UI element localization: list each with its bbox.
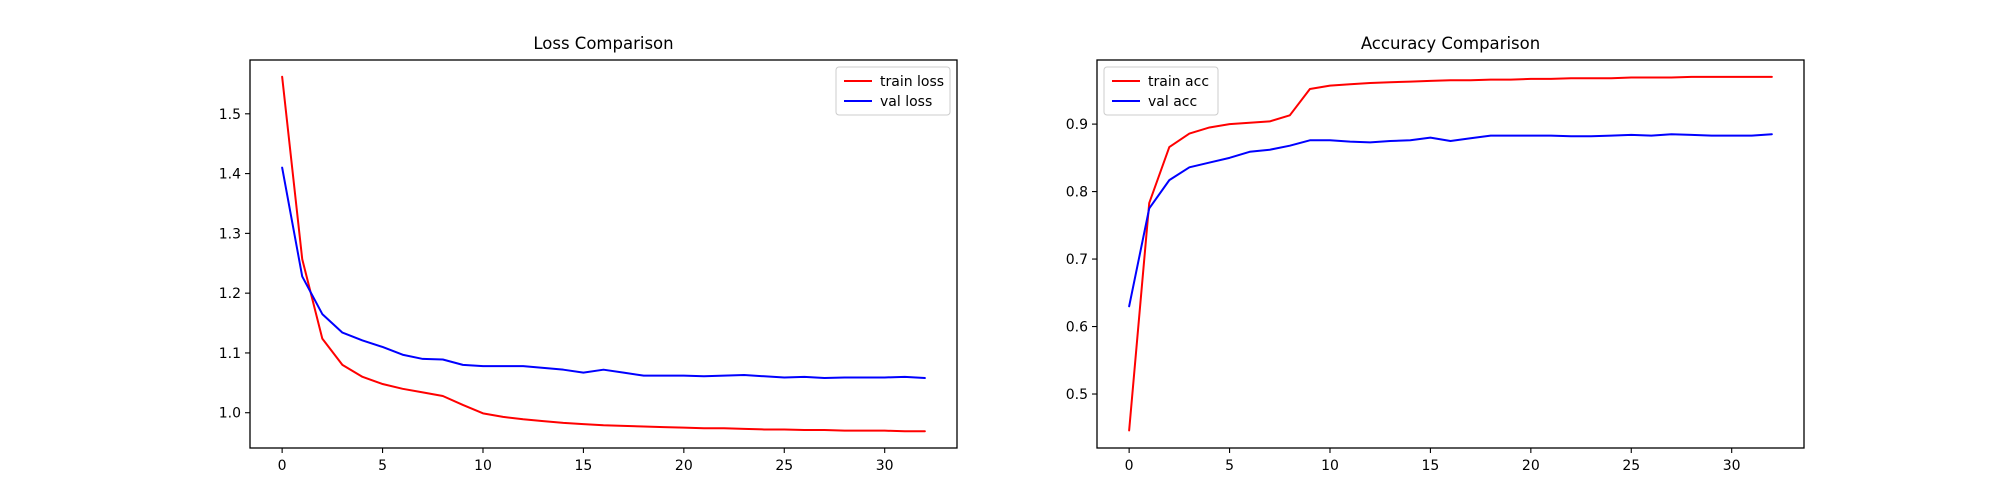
loss-y-tick-label: 1.5 [219,107,241,123]
loss-chart-title: Loss Comparison [533,34,673,53]
accuracy-legend-label-val-acc: val acc [1148,94,1197,110]
loss-series-val-loss [281,166,926,380]
loss-plot-area [249,59,958,449]
accuracy-y-tick-label: 0.7 [1066,252,1088,268]
accuracy-legend-label-train-acc: train acc [1148,74,1209,90]
accuracy-x-tick-label: 5 [1225,458,1234,474]
loss-y-tick-label: 1.0 [219,406,241,422]
accuracy-x-tick-label: 10 [1321,458,1339,474]
loss-series-train-loss [281,75,926,433]
accuracy-plot-area [1096,59,1805,449]
accuracy-x-tick-label: 0 [1125,458,1134,474]
loss-y-tick-label: 1.2 [219,286,241,302]
loss-chart-panel: Loss Comparison 0 5 10 15 20 25 30 1.0 1.1 1.2 1.3 1… [219,34,958,474]
accuracy-legend-box [1103,66,1219,116]
loss-legend-box [835,66,951,116]
accuracy-chart-title: Accuracy Comparison [1361,34,1540,53]
loss-y-tick-label: 1.1 [219,346,241,362]
loss-x-tick-label: 25 [775,458,793,474]
accuracy-chart-panel: Accuracy Comparison 0 5 10 15 20 25 30 0.5 0.6 0.7… [1066,34,1805,474]
loss-x-tick-label: 15 [575,458,593,474]
accuracy-legend: train acc val acc [1103,66,1219,116]
loss-y-tick-label: 1.4 [219,167,241,183]
accuracy-x-tick-label: 25 [1622,458,1640,474]
loss-x-tick-label: 20 [675,458,693,474]
loss-x-tick-label: 0 [278,458,287,474]
loss-legend-label-val-loss: val loss [880,94,932,110]
accuracy-x-tick-label: 30 [1723,458,1741,474]
loss-x-tick-label: 10 [474,458,492,474]
accuracy-x-tick-label: 15 [1422,458,1440,474]
accuracy-series-val-acc [1128,133,1773,308]
accuracy-series-train-acc [1128,75,1773,432]
loss-legend-label-train-loss: train loss [880,74,944,90]
loss-legend: train loss val loss [835,66,951,116]
accuracy-y-tick-label: 0.8 [1066,185,1088,201]
loss-x-tick-label: 30 [876,458,894,474]
accuracy-x-tick-label: 20 [1522,458,1540,474]
loss-x-tick-label: 5 [378,458,387,474]
accuracy-y-tick-label: 0.6 [1066,320,1088,336]
accuracy-y-tick-label: 0.9 [1066,117,1088,133]
accuracy-y-tick-label: 0.5 [1066,387,1088,403]
loss-y-tick-label: 1.3 [219,226,241,242]
